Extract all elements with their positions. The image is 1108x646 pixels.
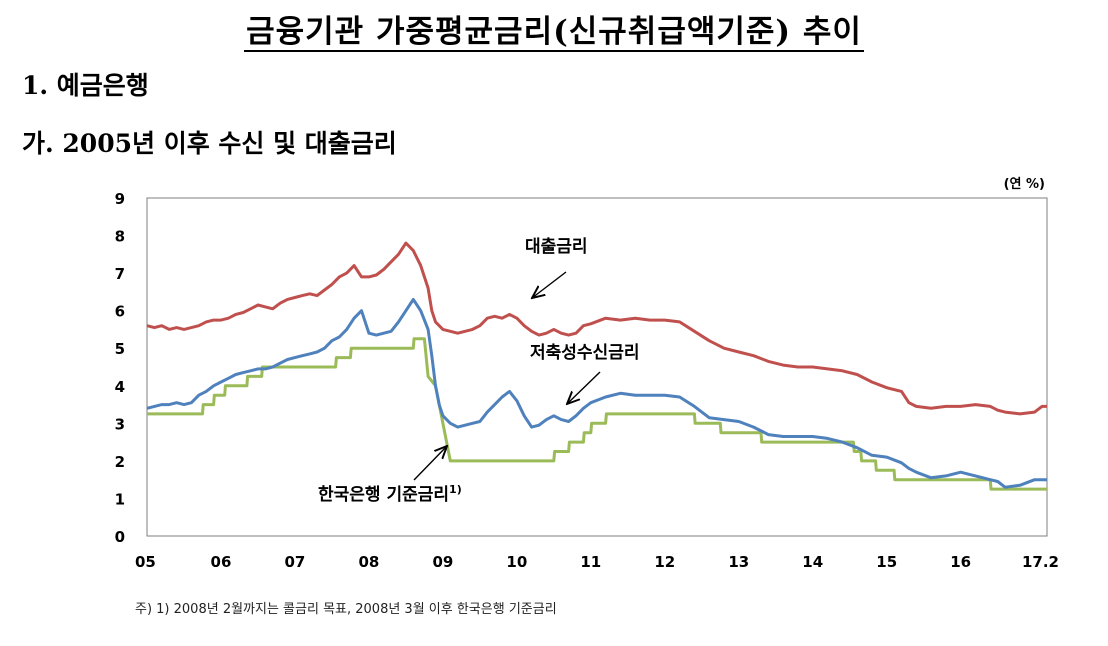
x-tick-label: 08 <box>358 553 379 571</box>
x-tick-label: 09 <box>432 553 453 571</box>
series-line <box>147 337 1047 491</box>
y-unit-label: (연 %) <box>1004 177 1045 192</box>
y-tick-label: 5 <box>115 340 125 358</box>
y-tick-label: 6 <box>115 303 125 321</box>
annotation-arrow <box>567 371 601 404</box>
y-tick-label: 7 <box>115 265 125 283</box>
x-tick-label: 13 <box>728 553 749 571</box>
y-tick-label: 3 <box>115 415 125 433</box>
y-tick-label: 1 <box>115 490 125 508</box>
annotation-arrow <box>413 446 447 481</box>
x-tick-label: 07 <box>285 553 306 571</box>
annotation-arrow <box>532 271 567 298</box>
chart-footnote: 주) 1) 2008년 2월까지는 콜금리 목표, 2008년 3월 이후 한국… <box>135 602 557 617</box>
subsection-heading: 가. 2005년 이후 수신 및 대출금리 <box>22 129 397 158</box>
series-annotation: 저축성수신금리 <box>530 343 639 363</box>
x-tick-label: 14 <box>802 553 823 571</box>
plot-area-frame <box>146 197 1048 537</box>
y-tick-label: 4 <box>115 378 125 396</box>
y-tick-label: 8 <box>115 228 125 246</box>
series-annotation: 한국은행 기준금리1) <box>318 483 462 505</box>
x-tick-label: 16 <box>950 553 971 571</box>
chart-series-lines <box>146 241 1047 491</box>
x-tick-label: 15 <box>876 553 897 571</box>
annotation-superscript: 1) <box>449 483 462 496</box>
x-tick-label: 12 <box>654 553 675 571</box>
section-heading: 1. 예금은행 <box>22 71 149 100</box>
series-line <box>146 297 1047 489</box>
series-annotation: 대출금리 <box>525 237 588 257</box>
series-line <box>146 241 1047 416</box>
y-tick-label: 9 <box>115 190 125 208</box>
x-tick-label: 05 <box>135 553 156 571</box>
x-tick-label: 11 <box>580 553 601 571</box>
x-tick-label: 06 <box>211 553 232 571</box>
y-tick-label: 2 <box>115 453 125 471</box>
y-tick-label: 0 <box>115 528 125 546</box>
page-title: 금융기관 가중평균금리(신규취급액기준) 추이 <box>244 14 864 52</box>
x-tick-label: 17.2 <box>1022 553 1059 571</box>
x-tick-label: 10 <box>506 553 527 571</box>
